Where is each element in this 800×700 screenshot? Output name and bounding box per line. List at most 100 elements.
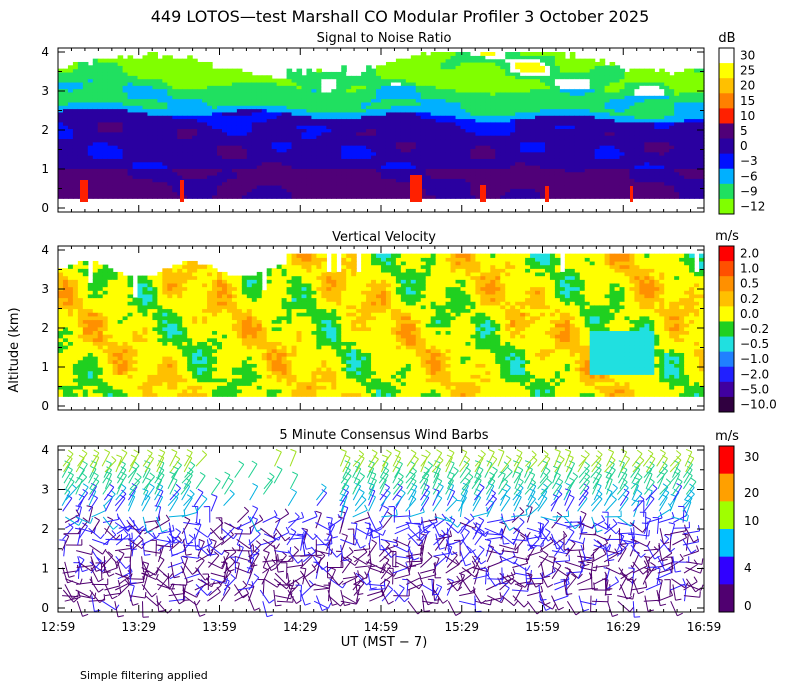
- snr-cell: [326, 91, 332, 96]
- snr-cell: [371, 75, 377, 80]
- snr-cell: [67, 88, 74, 93]
- snr-cell: [440, 78, 447, 83]
- snr-cell: [395, 125, 402, 130]
- snr-cell: [351, 131, 357, 136]
- snr-cell: [152, 115, 158, 120]
- snr-cell: [420, 174, 427, 179]
- snr-cell: [187, 101, 193, 106]
- snr-cell: [256, 131, 263, 136]
- snr-cell: [351, 71, 357, 76]
- snr-cell: [366, 184, 372, 189]
- snr-cell: [72, 151, 79, 156]
- snr-cell: [311, 78, 317, 83]
- snr-cell: [122, 88, 129, 93]
- snr-cell: [445, 158, 452, 163]
- snr-cell: [376, 188, 382, 193]
- snr-cell: [415, 108, 422, 113]
- snr-cell: [321, 194, 327, 199]
- snr-cell: [276, 115, 283, 120]
- snr-cell: [142, 135, 149, 140]
- snr-cell: [405, 145, 412, 149]
- snr-cell: [271, 128, 278, 133]
- snr-cell: [366, 155, 372, 159]
- snr-cell: [97, 151, 104, 156]
- snr-cell: [127, 135, 134, 140]
- snr-cell: [207, 118, 213, 123]
- snr-cell: [341, 75, 347, 80]
- snr-cell: [405, 151, 412, 156]
- snr-cell: [425, 151, 432, 156]
- snr-cell: [112, 194, 119, 199]
- snr-cell: [624, 71, 631, 76]
- snr-cell: [341, 168, 347, 173]
- snr-cell: [142, 141, 149, 146]
- snr-cell: [58, 184, 64, 189]
- snr-cell: [336, 158, 342, 163]
- snr-cell: [192, 85, 198, 90]
- snr-cell: [266, 138, 273, 143]
- snr-cell: [102, 88, 109, 93]
- snr-cell: [197, 155, 203, 159]
- snr-cell: [62, 101, 69, 106]
- snr-cell: [410, 95, 417, 100]
- snr-cell: [157, 101, 163, 106]
- snr-cell: [256, 191, 263, 196]
- snr-cell: [231, 158, 238, 163]
- snr-cell: [231, 118, 238, 123]
- snr-cell: [62, 138, 69, 143]
- snr-cell: [226, 145, 233, 149]
- snr-cell: [82, 145, 89, 149]
- snr-cell: [400, 131, 407, 136]
- snr-cell: [157, 161, 163, 166]
- snr-cell: [276, 118, 283, 123]
- snr-cell: [296, 148, 303, 153]
- snr-cell: [246, 181, 253, 186]
- snr-cell: [460, 174, 467, 179]
- snr-cell: [187, 155, 193, 159]
- snr-cell: [405, 78, 412, 83]
- snr-cell: [351, 101, 357, 106]
- snr-cell: [202, 141, 208, 146]
- snr-cell: [445, 52, 452, 56]
- snr-cell: [172, 81, 178, 86]
- snr-cell: [395, 88, 402, 93]
- snr-cell: [236, 158, 243, 163]
- snr-cell: [147, 121, 154, 126]
- snr-cell: [162, 184, 168, 189]
- snr-cell: [226, 85, 233, 90]
- snr-cell: [152, 161, 158, 166]
- snr-cell: [221, 138, 228, 143]
- snr-cell: [395, 155, 402, 159]
- snr-cell: [192, 125, 198, 130]
- snr-cell: [192, 71, 198, 76]
- snr-cell: [341, 191, 347, 196]
- snr-cell: [435, 131, 442, 136]
- snr-cell: [286, 141, 293, 146]
- snr-cell: [192, 148, 198, 153]
- snr-cell: [92, 178, 99, 183]
- snr-cell: [192, 81, 198, 86]
- snr-cell: [271, 111, 278, 116]
- snr-cell: [172, 95, 178, 100]
- snr-cell: [217, 191, 223, 196]
- snr-cell: [405, 181, 412, 186]
- snr-cell: [92, 108, 99, 113]
- snr-cell: [371, 111, 377, 116]
- snr-cell: [376, 111, 382, 116]
- snr-cell: [331, 165, 337, 169]
- snr-cell: [425, 178, 432, 183]
- snr-cell: [356, 151, 362, 156]
- snr-cell: [435, 85, 442, 90]
- snr-cell: [281, 91, 288, 96]
- snr-cell: [67, 78, 74, 83]
- snr-cell: [102, 151, 109, 156]
- snr-cell: [147, 125, 154, 130]
- snr-cell: [405, 178, 412, 183]
- snr-cell: [182, 78, 188, 83]
- snr-cell: [316, 91, 322, 96]
- snr-cell: [246, 75, 253, 80]
- snr-cell: [162, 178, 168, 183]
- snr-cell: [361, 158, 367, 163]
- snr-cell: [127, 125, 134, 130]
- snr-cell: [316, 81, 322, 86]
